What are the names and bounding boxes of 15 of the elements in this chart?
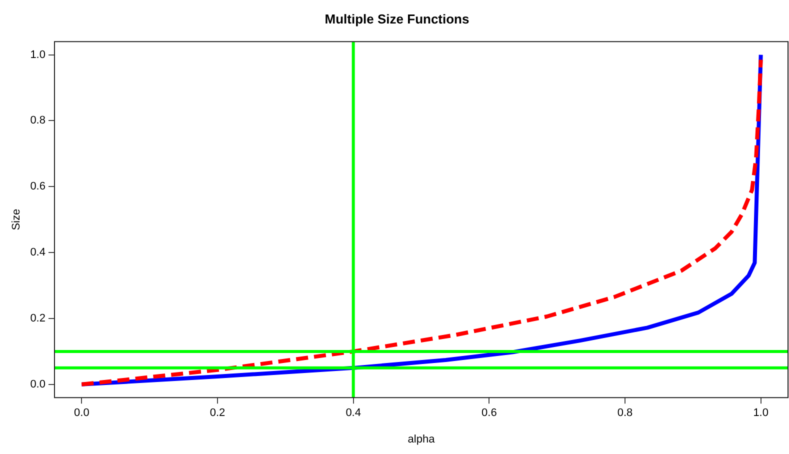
x-tick-label: 0.4	[346, 407, 361, 420]
x-tick-label: 0.0	[74, 407, 90, 420]
chart-title: Multiple Size Functions	[324, 11, 470, 26]
y-tick-label: 0.8	[30, 114, 46, 127]
y-tick-label: 0.2	[30, 312, 46, 325]
y-tick-label: 0.0	[30, 378, 46, 390]
x-tick-label: 0.2	[210, 407, 226, 420]
x-tick-label: 0.8	[617, 407, 633, 420]
x-tick-label: 0.6	[482, 407, 497, 420]
y-tick-label: 0.4	[30, 246, 46, 259]
y-tick-label: 0.6	[30, 180, 46, 193]
y-axis-title: Size	[10, 208, 23, 230]
y-tick-label: 1.0	[30, 48, 46, 61]
x-axis-title: alpha	[408, 433, 436, 446]
x-tick-label: 1.0	[753, 407, 768, 420]
